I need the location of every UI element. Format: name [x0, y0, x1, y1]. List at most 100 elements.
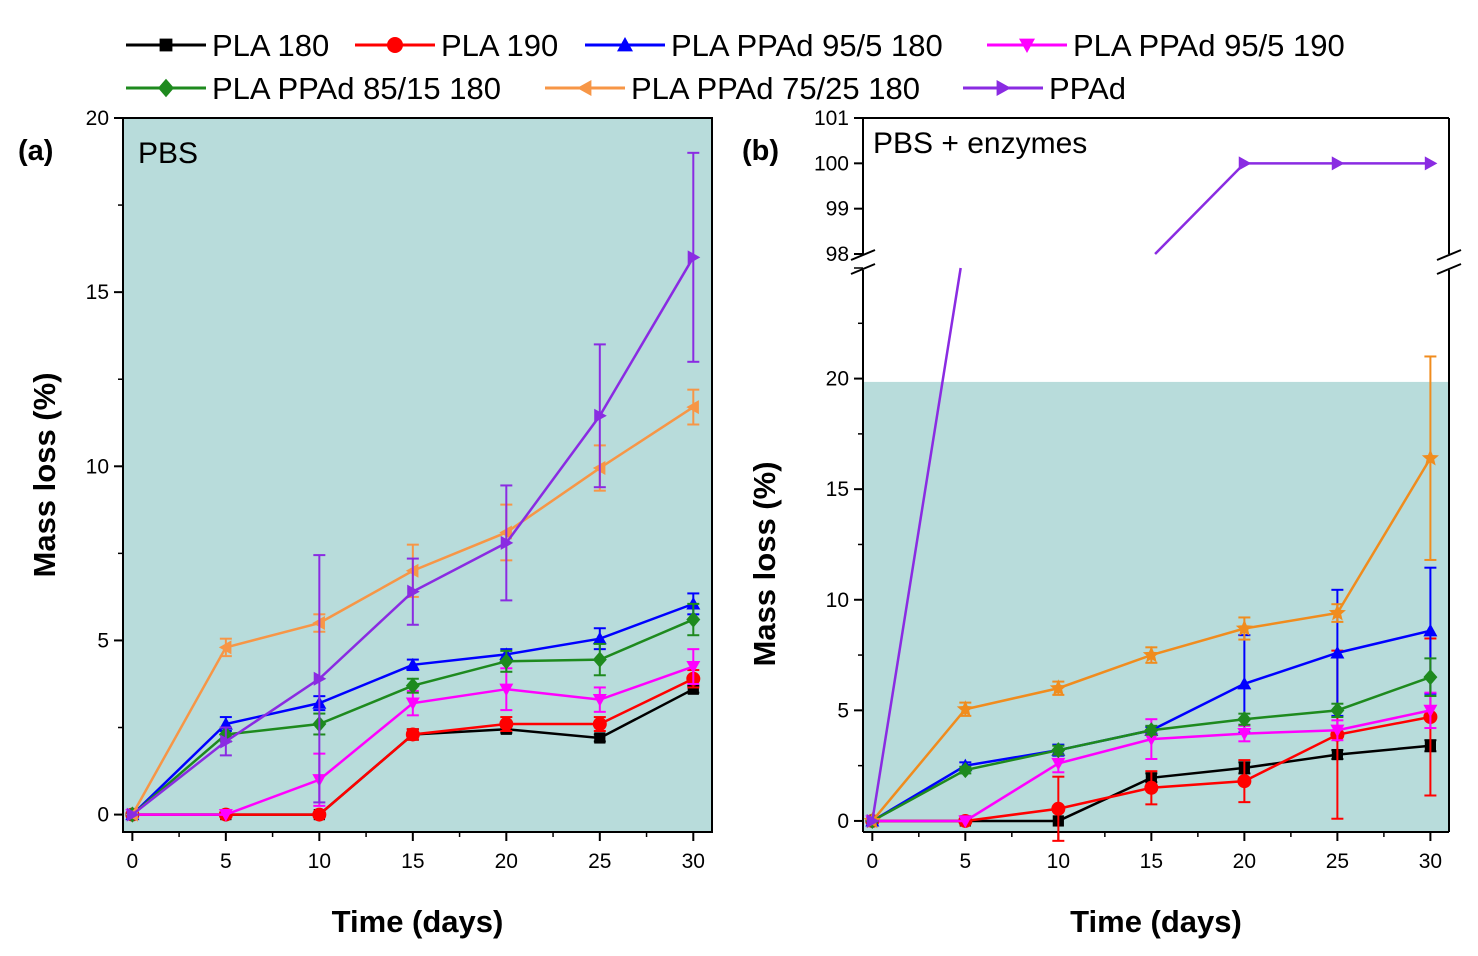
data-point: [1330, 724, 1345, 738]
panel-b-plot: [863, 156, 1439, 842]
data-point: [218, 717, 233, 730]
data-point: [1049, 679, 1067, 696]
data-point: [686, 660, 701, 674]
series-pla-ppad-75-25-180: [863, 355, 1439, 829]
y-tick-label-upper: 100: [814, 152, 849, 175]
panel-b-condition-label: PBS + enzymes: [873, 127, 1087, 160]
legend-label: PLA PPAd 95/5 180: [671, 28, 943, 63]
data-point: [1144, 733, 1159, 747]
data-point: [1051, 801, 1066, 816]
panel-b-label: (b): [742, 135, 779, 167]
data-point: [218, 640, 232, 655]
data-point: [592, 651, 607, 668]
data-point: [1237, 711, 1252, 728]
x-tick-label: 15: [401, 850, 424, 873]
data-point: [958, 762, 973, 779]
data-point: [1051, 757, 1066, 771]
y-tick-label: 0: [837, 810, 849, 833]
data-point: [499, 653, 514, 670]
data-point: [956, 700, 974, 717]
x-tick-label: 30: [682, 850, 705, 873]
data-point: [594, 732, 606, 744]
data-point: [1144, 780, 1159, 795]
legend: PLA 180 PLA 190 PLA PPAd 95/5 180 PLA PPAd …: [126, 28, 1345, 106]
axis-break-mark: [850, 263, 876, 275]
data-point: [687, 250, 701, 265]
data-point: [1144, 722, 1159, 739]
panel-a-background: [122, 117, 713, 833]
data-point: [1142, 646, 1160, 663]
data-point: [1423, 623, 1438, 637]
legend-label: PLA PPAd 75/25 180: [631, 71, 920, 106]
panel-a-axes: 0 5 10 15 20 25 30 0 5 10 15 20: [86, 107, 705, 873]
x-tick-label: 10: [308, 850, 331, 873]
legend-label: PPAd: [1049, 71, 1126, 106]
data-point: [592, 631, 607, 645]
data-point: [405, 657, 420, 671]
legend-item-pla-ppad-95-5-190: PLA PPAd 95/5 190: [987, 28, 1345, 63]
y-tick-label: 10: [86, 455, 109, 478]
data-point: [1235, 619, 1253, 636]
series-line: [1154, 162, 1246, 255]
y-tick-label-upper: 99: [826, 198, 849, 221]
legend-label: PLA PPAd 95/5 190: [1073, 28, 1345, 63]
data-point: [1238, 156, 1252, 171]
data-point: [686, 611, 701, 628]
data-point: [500, 535, 514, 550]
legend-item-pla-ppad-95-5-180: PLA PPAd 95/5 180: [585, 28, 943, 63]
data-point: [312, 807, 327, 822]
y-tick-label: 20: [86, 107, 109, 130]
legend-item-pla-ppad-85-15-180: PLA PPAd 85/15 180: [126, 71, 501, 106]
series-ppad: [126, 151, 701, 822]
data-point: [1328, 604, 1346, 621]
legend-marker: [1019, 38, 1035, 53]
legend-marker: [577, 80, 592, 96]
legend-item-pla-190: PLA 190: [355, 28, 558, 63]
x-tick-label: 25: [1326, 850, 1349, 873]
panel-b-y-axis-title: Mass loss (%): [747, 461, 782, 666]
y-tick-label: 5: [837, 699, 849, 722]
panel-b-x-axis-title: Time (days): [1070, 904, 1242, 939]
legend-marker: [387, 37, 403, 53]
y-tick-label: 5: [97, 629, 109, 652]
panel-b-background: [863, 381, 1449, 832]
data-point: [592, 694, 607, 707]
data-point: [1330, 702, 1345, 719]
y-tick-label-upper: 98: [826, 243, 849, 266]
data-point: [1331, 156, 1345, 171]
data-point: [218, 808, 233, 822]
y-tick-label: 15: [826, 478, 849, 501]
data-point: [1237, 676, 1252, 690]
x-tick-label: 30: [1419, 850, 1442, 873]
data-point: [313, 671, 327, 686]
y-tick-label: 10: [826, 589, 849, 612]
data-point: [405, 697, 420, 711]
axis-break-mark: [1436, 249, 1462, 261]
legend-item-ppad: PPAd: [963, 71, 1126, 106]
data-point: [1421, 449, 1439, 466]
y-tick-label: 15: [86, 281, 109, 304]
data-point: [1423, 669, 1438, 686]
panel-a-y-axis-title: Mass loss (%): [27, 372, 62, 577]
data-point: [405, 727, 420, 742]
x-tick-label: 25: [588, 850, 611, 873]
data-point: [866, 813, 880, 828]
panel-a-x-axis-title: Time (days): [332, 904, 504, 939]
legend-item-pla-ppad-75-25-180: PLA PPAd 75/25 180: [545, 71, 920, 106]
legend-label: PLA 190: [441, 28, 558, 63]
panel-a-label: (a): [18, 135, 53, 167]
legend-marker: [158, 78, 174, 98]
data-point: [499, 683, 514, 697]
x-tick-label: 15: [1140, 850, 1163, 873]
data-point: [1423, 704, 1438, 718]
y-tick-label-upper: 101: [814, 107, 849, 130]
series-pla-ppad-85-15-180: [865, 657, 1438, 829]
x-tick-label: 5: [220, 850, 232, 873]
data-point: [405, 677, 420, 694]
data-point: [592, 717, 607, 732]
legend-marker: [159, 38, 173, 52]
data-point: [407, 584, 420, 599]
data-point: [1237, 727, 1252, 741]
y-tick-label: 0: [97, 804, 109, 827]
